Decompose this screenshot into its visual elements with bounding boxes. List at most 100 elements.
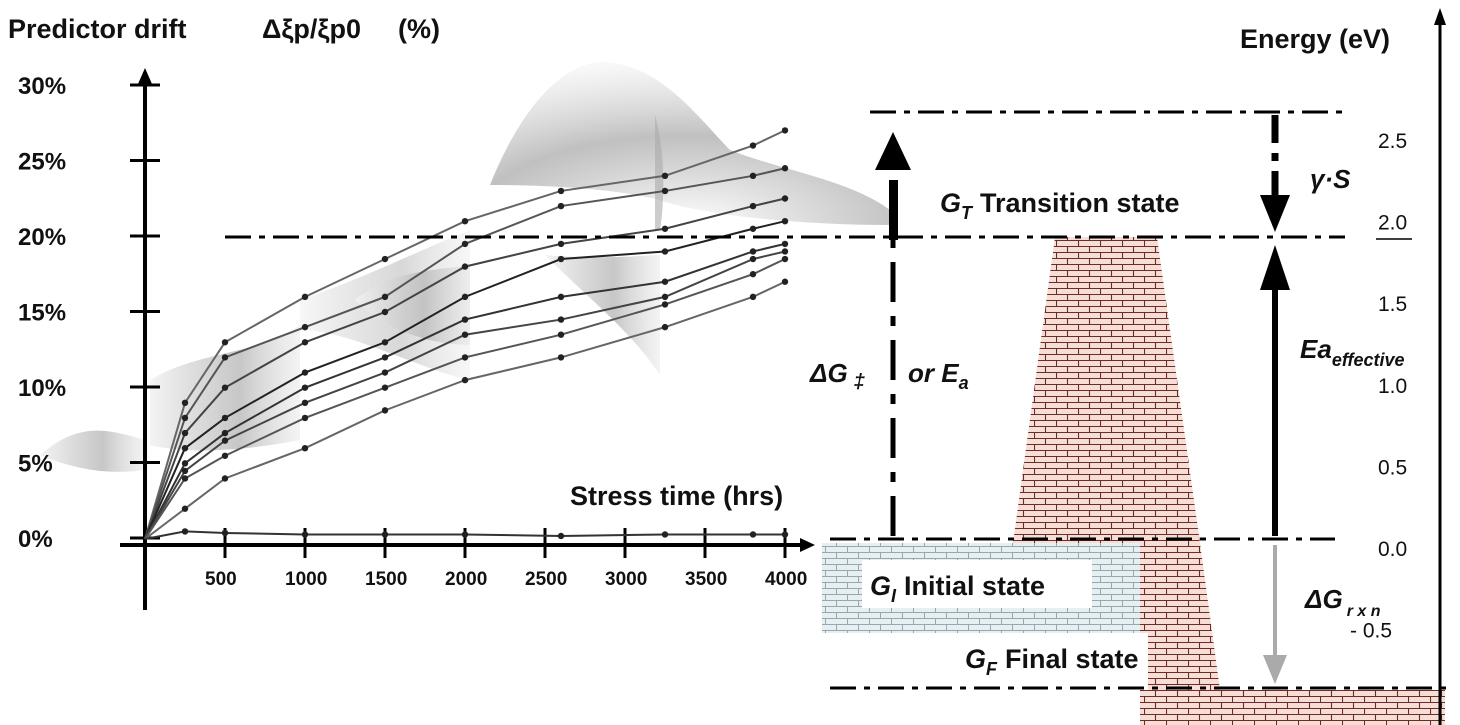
data-point xyxy=(749,531,757,538)
data-point xyxy=(381,308,389,316)
y-tick-label: 0% xyxy=(18,526,53,553)
activation-energy-arrow xyxy=(875,132,911,536)
data-point xyxy=(557,331,565,338)
data-point xyxy=(557,532,565,540)
energy-tick-label: - 0.5 xyxy=(1350,620,1392,643)
y-tick-label: 10% xyxy=(18,375,66,402)
data-point xyxy=(749,172,757,179)
data-point xyxy=(749,225,757,232)
energy-tick-label: 1.0 xyxy=(1378,375,1407,398)
data-point xyxy=(221,452,229,459)
data-point xyxy=(221,429,229,437)
data-point xyxy=(301,384,309,391)
initial-state-label: GI Initial state xyxy=(870,571,1045,606)
data-point xyxy=(301,414,309,422)
data-point xyxy=(461,218,469,225)
gamma-s-label: γ·S xyxy=(1310,164,1351,194)
data-point xyxy=(221,529,229,537)
data-point xyxy=(381,255,389,263)
data-point xyxy=(221,339,229,346)
data-point xyxy=(781,240,789,248)
data-point xyxy=(181,429,189,437)
data-point xyxy=(781,255,789,263)
data-point xyxy=(557,293,565,301)
drift-series xyxy=(144,127,789,540)
y-tick-label: 5% xyxy=(18,451,53,478)
delta-g-rxn-label: ΔG r x n xyxy=(1304,584,1381,620)
x-tick-label: 2000 xyxy=(445,569,487,590)
data-point xyxy=(221,384,229,391)
data-point xyxy=(181,399,189,406)
x-tick-label: 500 xyxy=(205,569,237,590)
data-point xyxy=(181,467,189,475)
data-point xyxy=(461,263,469,270)
data-point xyxy=(301,339,309,346)
energy-levels xyxy=(225,110,1448,690)
series-line xyxy=(144,242,786,540)
data-point xyxy=(661,531,669,538)
x-tick-label: 4000 xyxy=(765,569,807,590)
series-line xyxy=(144,258,786,540)
energy-tick-label: 2.0 xyxy=(1378,212,1407,235)
x-tick-label: 1000 xyxy=(285,569,327,590)
data-point xyxy=(381,369,389,376)
x-tick-label: 3500 xyxy=(685,569,727,590)
data-point xyxy=(181,528,189,535)
data-point xyxy=(301,293,309,301)
data-point xyxy=(181,505,189,512)
data-point xyxy=(381,339,389,346)
left-axis-title: Predictor drift xyxy=(8,14,187,44)
data-point xyxy=(461,354,469,361)
stress-energy-arrow xyxy=(1260,115,1290,232)
data-point xyxy=(749,255,757,263)
energy-tick-label: 0.0 xyxy=(1378,538,1407,561)
data-point xyxy=(781,218,789,225)
data-point xyxy=(181,460,189,467)
data-point xyxy=(461,376,469,384)
data-point xyxy=(221,437,229,444)
data-point xyxy=(381,384,389,391)
data-point xyxy=(461,331,469,338)
effective-energy-arrow xyxy=(1260,245,1290,536)
data-point xyxy=(661,293,669,301)
x-axis: 500 1000 1500 2000 2500 3000 3500 4000 xyxy=(120,528,815,590)
data-point xyxy=(749,270,757,278)
energy-barrier xyxy=(940,237,1445,725)
data-point xyxy=(301,531,309,538)
delta-g-label: ΔG ‡ xyxy=(809,358,865,393)
data-point xyxy=(661,278,669,285)
energy-axis-title: Energy (eV) xyxy=(1240,24,1390,54)
data-point xyxy=(301,399,309,406)
left-axis-unit: (%) xyxy=(398,14,440,44)
data-point xyxy=(749,202,757,210)
initial-state-block xyxy=(822,543,1140,633)
y-tick-label: 25% xyxy=(18,149,66,176)
x-tick-label: 1500 xyxy=(365,569,407,590)
series-line xyxy=(144,220,786,540)
data-point xyxy=(461,316,469,323)
series-line xyxy=(144,129,786,540)
series-line xyxy=(144,167,786,540)
data-point xyxy=(781,531,789,538)
data-point xyxy=(181,475,189,482)
data-point xyxy=(461,293,469,301)
data-point xyxy=(381,293,389,301)
data-point xyxy=(221,475,229,482)
final-state-label: GF Final state xyxy=(965,644,1139,679)
data-point xyxy=(749,142,757,149)
data-point xyxy=(181,445,189,452)
data-point xyxy=(781,278,789,285)
data-point xyxy=(557,240,565,248)
series-line xyxy=(144,250,786,540)
y-tick-label: 15% xyxy=(18,300,66,327)
ea-effective-label: Eaeffective xyxy=(1300,334,1405,370)
data-point xyxy=(781,165,789,172)
data-point xyxy=(221,354,229,361)
distribution-bells xyxy=(40,62,890,472)
transition-state-label: GT Transition state xyxy=(940,188,1180,223)
series-line xyxy=(144,197,786,540)
data-point xyxy=(661,248,669,255)
left-axis: 30% 25% 20% 15% 10% 5% 0% xyxy=(18,68,160,610)
data-point xyxy=(661,172,669,179)
